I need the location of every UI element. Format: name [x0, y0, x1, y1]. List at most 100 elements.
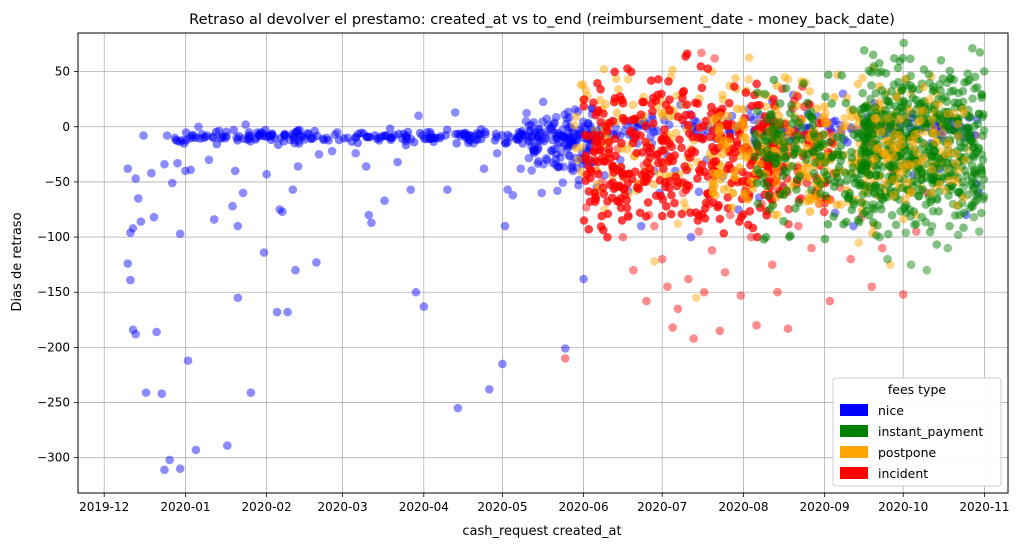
dense-point-instant_payment: [847, 147, 856, 157]
dense-point-postpone: [877, 127, 886, 137]
dense-point-nice: [563, 144, 572, 153]
data-point-instant_payment: [901, 228, 911, 237]
dense-point-nice: [529, 145, 538, 154]
dense-point-nice: [426, 130, 436, 139]
dense-point-incident: [603, 209, 613, 219]
dense-point-incident: [705, 132, 715, 142]
dense-point-postpone: [780, 72, 790, 82]
x-tick-label: 2020-05: [477, 500, 527, 514]
x-tick-label: 2020-06: [559, 500, 609, 514]
chart-title: Retraso al devolver el prestamo: created…: [189, 12, 895, 28]
dense-point-instant_payment: [977, 150, 986, 159]
dense-point-postpone: [892, 93, 902, 102]
dense-point-instant_payment: [893, 63, 903, 73]
legend-title: fees type: [888, 382, 947, 397]
dense-point-nice: [525, 137, 535, 146]
dense-point-instant_payment: [858, 190, 867, 199]
dense-point-postpone: [881, 178, 891, 187]
dense-point-instant_payment: [773, 136, 782, 146]
x-tick-label: 2020-09: [800, 500, 850, 514]
dense-point-instant_payment: [828, 151, 838, 160]
data-point-nice: [686, 232, 696, 242]
dense-point-nice: [529, 117, 539, 127]
dense-point-postpone: [820, 119, 830, 128]
dense-point-nice: [299, 131, 308, 141]
data-point-incident: [825, 296, 835, 306]
dense-point-nice: [555, 153, 565, 163]
legend-swatch-nice: [840, 404, 868, 416]
data-point-incident: [710, 54, 719, 63]
dense-point-postpone: [814, 198, 824, 208]
dense-point-incident: [682, 100, 692, 109]
data-point-incident: [720, 268, 730, 277]
data-point-nice: [209, 215, 219, 224]
dense-point-nice: [353, 129, 363, 139]
dense-point-nice: [401, 140, 411, 150]
dense-point-instant_payment: [750, 152, 760, 162]
dense-point-postpone: [772, 179, 781, 188]
dense-point-postpone: [904, 159, 913, 169]
x-tick-label: 2020-11: [959, 500, 1009, 514]
dense-point-instant_payment: [753, 140, 762, 149]
data-point-nice: [128, 223, 138, 233]
dense-point-postpone: [832, 200, 842, 210]
dense-point-nice: [549, 144, 559, 154]
data-point-postpone: [744, 75, 753, 84]
dense-point-incident: [609, 97, 619, 107]
dense-point-postpone: [916, 115, 926, 125]
dense-point-nice: [565, 151, 574, 161]
dense-point-instant_payment: [968, 43, 977, 53]
dense-point-incident: [819, 207, 829, 217]
dense-point-incident: [643, 174, 653, 183]
dense-point-postpone: [906, 188, 916, 198]
dense-point-nice: [564, 142, 573, 151]
dense-point-postpone: [709, 168, 719, 178]
dense-point-instant_payment: [769, 75, 779, 85]
legend-label-nice: nice: [878, 403, 904, 418]
dense-point-nice: [306, 134, 316, 144]
y-tick-label: −250: [37, 396, 70, 410]
dense-point-incident: [589, 98, 598, 107]
data-point-nice: [532, 146, 541, 156]
dense-point-postpone: [927, 188, 937, 198]
dense-point-instant_payment: [761, 232, 771, 242]
dense-point-instant_payment: [818, 139, 828, 149]
dense-point-instant_payment: [977, 208, 986, 218]
dense-point-postpone: [903, 178, 912, 187]
dense-point-nice: [214, 126, 224, 136]
dense-point-instant_payment: [946, 87, 956, 96]
data-point-nice: [204, 155, 214, 165]
dense-point-nice: [544, 120, 553, 130]
dense-point-postpone: [708, 188, 718, 198]
dense-point-instant_payment: [928, 178, 938, 188]
dense-point-incident: [600, 157, 610, 166]
data-point-incident: [867, 282, 877, 292]
dense-point-postpone: [718, 95, 728, 104]
data-point-instant_payment: [974, 227, 984, 236]
dense-point-instant_payment: [818, 130, 828, 139]
dense-point-nice: [564, 151, 574, 160]
data-point-nice: [228, 201, 237, 211]
dense-point-instant_payment: [792, 175, 802, 185]
dense-point-instant_payment: [910, 220, 919, 230]
dense-point-nice: [552, 149, 561, 159]
dense-point-postpone: [728, 188, 738, 198]
dense-point-instant_payment: [973, 119, 983, 129]
dense-point-nice: [255, 129, 264, 139]
dense-point-nice: [187, 131, 196, 140]
dense-point-incident: [659, 164, 668, 173]
dense-point-nice: [365, 132, 375, 142]
dense-point-postpone: [928, 115, 937, 124]
dense-point-postpone: [943, 137, 953, 147]
dense-point-instant_payment: [823, 219, 833, 229]
dense-point-instant_payment: [935, 80, 944, 89]
dense-point-instant_payment: [859, 209, 868, 218]
dense-point-incident: [711, 156, 721, 166]
dense-point-instant_payment: [824, 70, 833, 80]
dense-point-incident: [643, 198, 653, 207]
dense-point-instant_payment: [775, 99, 785, 108]
dense-point-instant_payment: [881, 69, 891, 78]
dense-point-instant_payment: [928, 86, 938, 96]
dense-point-instant_payment: [861, 200, 871, 209]
dense-point-instant_payment: [924, 69, 934, 79]
